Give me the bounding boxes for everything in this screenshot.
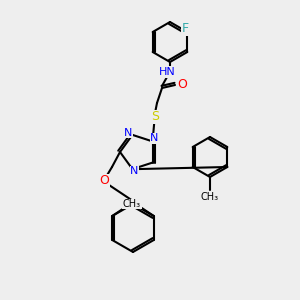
Text: HN: HN <box>159 67 176 77</box>
Text: S: S <box>151 110 159 124</box>
Text: CH₃: CH₃ <box>123 199 141 209</box>
Text: O: O <box>99 175 109 188</box>
Text: CH₃: CH₃ <box>201 192 219 202</box>
Text: O: O <box>177 79 187 92</box>
Text: N: N <box>150 134 159 143</box>
Text: F: F <box>182 22 189 35</box>
Text: CH₃: CH₃ <box>123 199 141 209</box>
Text: N: N <box>124 128 133 138</box>
Text: N: N <box>130 166 139 176</box>
